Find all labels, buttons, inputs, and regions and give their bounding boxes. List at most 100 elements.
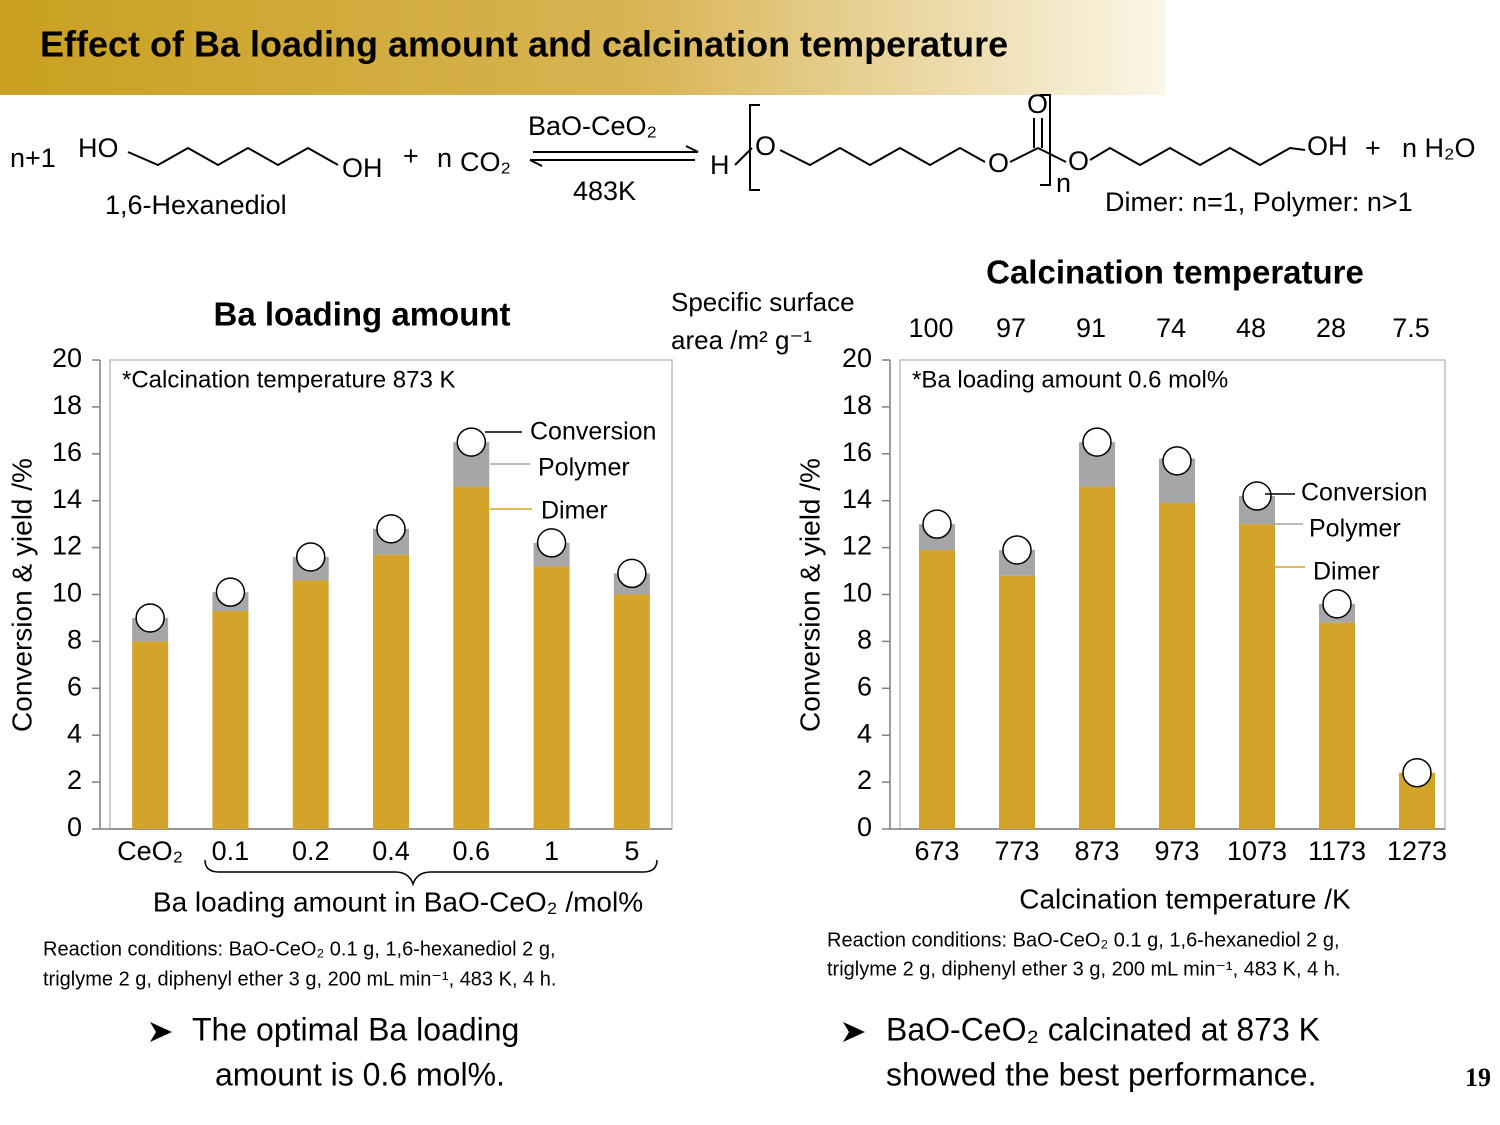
y-tick-label: 4	[67, 718, 82, 748]
legend-label: Polymer	[1309, 515, 1401, 543]
coefficient: n+1	[10, 143, 56, 173]
bullet	[150, 1022, 172, 1042]
surface-area-label: 97	[996, 313, 1026, 343]
bullet	[843, 1022, 865, 1042]
header-band	[0, 0, 1165, 95]
bond-chain	[779, 146, 986, 167]
bar-segment	[613, 594, 650, 829]
y-tick-label: 18	[52, 390, 82, 420]
conclusion: amount is 0.6 mol%.	[215, 1056, 505, 1092]
y-tick-label: 6	[857, 671, 872, 701]
atom-label: O	[1068, 146, 1089, 176]
conversion-marker	[536, 528, 567, 558]
conversion-marker	[215, 577, 246, 607]
chart-title: Calcination temperature	[986, 254, 1364, 291]
molecule: CO₂	[460, 147, 511, 177]
atom-label: O	[1027, 89, 1048, 119]
y-tick-label: 20	[52, 343, 82, 373]
reaction-conditions: Reaction conditions: BaO-CeO₂ 0.1 g, 1,6…	[827, 929, 1340, 951]
bar-segment	[1159, 503, 1195, 829]
y-tick-label: 10	[52, 578, 82, 608]
y-tick-label: 0	[67, 812, 82, 842]
y-tick-label: 14	[842, 484, 872, 514]
bar-segment	[373, 554, 409, 829]
note: *Ba loading amount 0.6 mol%	[912, 366, 1228, 393]
reaction-temperature: 483K	[573, 176, 636, 206]
conversion-marker	[1162, 446, 1192, 476]
reaction-conditions: triglyme 2 g, diphenyl ether 3 g, 200 mL…	[827, 958, 1340, 980]
category-brace	[204, 859, 658, 887]
y-axis-label: Conversion & yield /%	[794, 458, 825, 732]
legend-label: Dimer	[1313, 558, 1380, 586]
surface-area-label: 48	[1236, 313, 1266, 343]
conversion-marker	[376, 514, 406, 544]
conclusion: The optimal Ba loading	[192, 1011, 519, 1047]
bar-segment	[1239, 524, 1275, 829]
atom-label: OH	[1307, 131, 1348, 161]
atom-label: O	[988, 148, 1009, 178]
y-tick-label: 20	[842, 343, 872, 373]
y-tick-label: 14	[52, 484, 82, 514]
x-tick-label: 1	[544, 836, 559, 866]
y-tick-label: 16	[52, 437, 82, 467]
bar-segment	[919, 549, 955, 829]
x-axis-label: Ba loading amount in BaO-CeO₂ /mol%	[153, 886, 643, 917]
bar-segment	[132, 641, 169, 829]
legend-label: Dimer	[541, 497, 608, 525]
y-tick-label: 6	[67, 671, 82, 701]
y-tick-label: 2	[857, 765, 872, 795]
scheme-note: Dimer: n=1, Polymer: n>1	[1105, 187, 1413, 217]
atom-label: O	[755, 131, 776, 161]
conversion-marker	[456, 427, 487, 457]
y-tick-label: 8	[67, 625, 82, 655]
x-tick-label: 973	[1154, 836, 1199, 866]
y-tick-label: 12	[842, 531, 872, 561]
bar-segment	[1079, 486, 1115, 829]
y-tick-label: 0	[857, 812, 872, 842]
conclusion: BaO-CeO₂ calcinated at 873 K	[886, 1011, 1320, 1047]
y-tick-label: 10	[842, 578, 872, 608]
conversion-marker	[1402, 757, 1432, 788]
x-tick-label: 873	[1074, 836, 1119, 866]
conversion-marker	[1082, 427, 1112, 457]
y-tick-label: 2	[67, 765, 82, 795]
bar-segment	[453, 486, 490, 829]
conversion-marker	[922, 509, 952, 539]
x-tick-label: 0.2	[292, 836, 330, 866]
chart-title: Ba loading amount	[214, 296, 511, 333]
bond-chain	[127, 146, 339, 167]
x-tick-label: 1073	[1227, 836, 1287, 866]
x-tick-label: CeO₂	[117, 836, 183, 866]
reaction-conditions: triglyme 2 g, diphenyl ether 3 g, 200 mL…	[43, 968, 556, 990]
x-tick-label: 0.4	[372, 836, 410, 866]
x-tick-label: 0.6	[453, 836, 491, 866]
catalyst: BaO-CeO₂	[528, 111, 657, 141]
reaction-conditions: Reaction conditions: BaO-CeO₂ 0.1 g, 1,6…	[43, 938, 556, 960]
conversion-marker	[1322, 589, 1352, 619]
y-tick-label: 12	[52, 531, 82, 561]
reaction-scheme	[127, 94, 1306, 191]
y-tick-label: 4	[857, 718, 872, 748]
plus: +	[403, 141, 419, 171]
bond	[1037, 147, 1067, 163]
surface-area-title: Specific surface	[671, 287, 855, 317]
slide-title: Effect of Ba loading amount and calcinat…	[40, 24, 1008, 65]
bar-segment	[533, 566, 570, 829]
arrow-head	[685, 145, 699, 153]
arrow-head	[529, 159, 543, 167]
atom-label: HO	[78, 133, 119, 163]
conversion-marker	[295, 542, 326, 572]
bar-segment	[212, 610, 249, 829]
surface-area-title: area /m² g⁻¹	[671, 325, 812, 355]
surface-area-label: 7.5	[1392, 313, 1430, 343]
repeat-index: n	[1056, 168, 1071, 198]
bar-segment	[999, 575, 1035, 829]
atom-label: OH	[342, 153, 383, 183]
y-tick-label: 16	[842, 437, 872, 467]
conversion-marker	[617, 558, 647, 589]
bar-segment	[1319, 622, 1355, 829]
molecule: n H₂O	[1402, 133, 1476, 163]
conclusion: showed the best performance.	[886, 1056, 1316, 1092]
bracket	[749, 104, 760, 191]
